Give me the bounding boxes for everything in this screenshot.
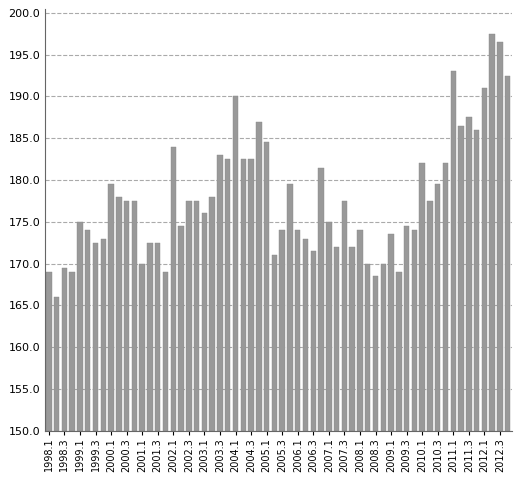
Bar — [396, 272, 401, 431]
Bar — [497, 42, 503, 431]
Bar — [451, 72, 456, 431]
Bar — [373, 276, 378, 431]
Bar — [108, 184, 114, 431]
Bar — [116, 197, 122, 431]
Bar — [505, 75, 511, 431]
Bar — [326, 222, 332, 431]
Bar — [427, 201, 433, 431]
Bar — [482, 88, 487, 431]
Bar — [225, 159, 230, 431]
Bar — [466, 117, 472, 431]
Bar — [77, 222, 83, 431]
Bar — [46, 272, 51, 431]
Bar — [163, 272, 168, 431]
Bar — [474, 130, 479, 431]
Bar — [62, 268, 67, 431]
Bar — [194, 201, 199, 431]
Bar — [147, 243, 153, 431]
Bar — [489, 34, 495, 431]
Bar — [420, 163, 425, 431]
Bar — [100, 239, 106, 431]
Bar — [85, 230, 90, 431]
Bar — [334, 247, 340, 431]
Bar — [381, 264, 386, 431]
Bar — [139, 264, 145, 431]
Bar — [132, 201, 137, 431]
Bar — [210, 197, 215, 431]
Bar — [241, 159, 246, 431]
Bar — [271, 255, 277, 431]
Bar — [249, 159, 254, 431]
Bar — [256, 121, 262, 431]
Bar — [93, 243, 98, 431]
Bar — [435, 184, 440, 431]
Bar — [186, 201, 191, 431]
Bar — [264, 143, 269, 431]
Bar — [124, 201, 129, 431]
Bar — [155, 243, 161, 431]
Bar — [443, 163, 448, 431]
Bar — [54, 297, 59, 431]
Bar — [303, 239, 308, 431]
Bar — [287, 184, 293, 431]
Bar — [318, 168, 324, 431]
Bar — [70, 272, 75, 431]
Bar — [233, 96, 238, 431]
Bar — [217, 155, 223, 431]
Bar — [459, 126, 464, 431]
Bar — [349, 247, 355, 431]
Bar — [365, 264, 370, 431]
Bar — [295, 230, 301, 431]
Bar — [412, 230, 417, 431]
Bar — [342, 201, 347, 431]
Bar — [279, 230, 285, 431]
Bar — [388, 234, 394, 431]
Bar — [357, 230, 363, 431]
Bar — [404, 226, 409, 431]
Bar — [202, 214, 207, 431]
Bar — [178, 226, 184, 431]
Bar — [171, 146, 176, 431]
Bar — [310, 251, 316, 431]
